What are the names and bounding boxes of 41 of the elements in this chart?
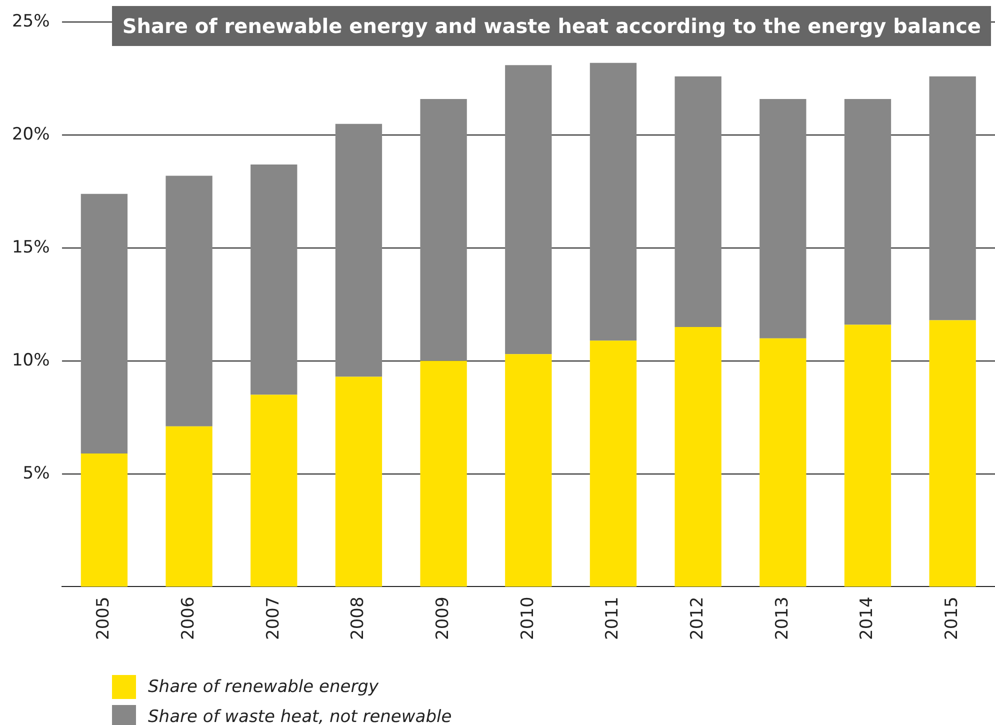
bar [929,76,976,320]
bar [420,98,467,361]
bar [674,327,722,587]
bar [505,354,552,587]
bar [335,124,382,377]
bar [590,340,637,587]
bar [80,454,128,587]
x-tick-label: 2014 [857,596,878,640]
bar [760,338,806,587]
bar [250,394,298,587]
bar [844,324,892,587]
bar [420,360,467,587]
x-tick-label: 2008 [348,596,368,640]
x-tick-label: 2006 [178,596,198,640]
x-tick-label: 2009 [432,596,453,640]
y-tick-label: 20% [12,124,50,145]
bar [166,176,212,426]
bar [844,98,892,325]
x-tick-label: 2012 [687,596,708,640]
bar [760,98,806,338]
legend-label: Share of renewable energy [148,677,379,697]
x-tick-label: 2011 [602,596,623,640]
bar [80,194,128,454]
bar [335,376,382,587]
y-tick-label: 10% [12,350,50,370]
y-tick-label: 15% [12,237,50,258]
x-tick-label: 2005 [94,596,114,640]
bar [929,320,976,587]
x-tick-label: 2010 [518,596,538,640]
chart-title: Share of renewable energy and waste heat according to the energy balance [112,6,991,46]
bar [166,426,212,587]
x-tick-label: 2015 [942,596,962,640]
bar [674,76,722,328]
bar [590,62,637,341]
x-tick-label: 2013 [772,596,792,640]
bar [250,164,298,395]
x-tick-label: 2007 [263,596,284,640]
legend-label: Share of waste heat, not renewable [148,707,452,725]
bar [505,65,552,354]
y-tick-label: 25% [12,12,50,32]
y-tick-label: 5% [22,463,50,484]
